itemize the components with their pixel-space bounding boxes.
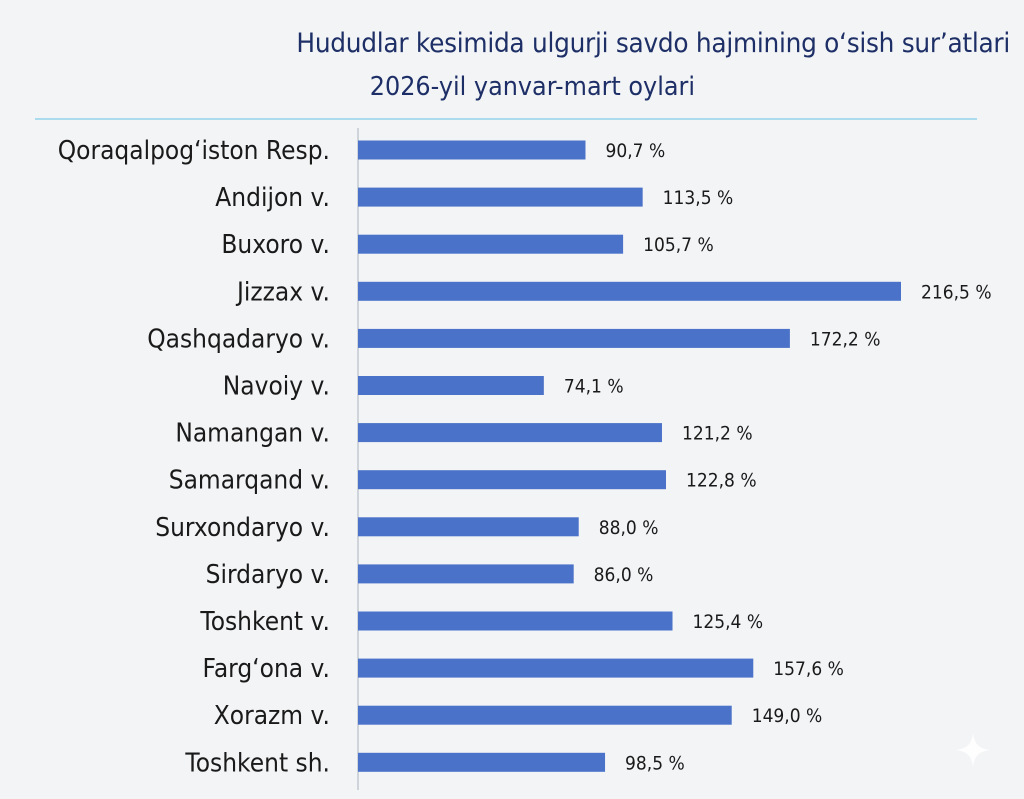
category-label: Toshkent v.	[199, 606, 330, 636]
bar	[358, 517, 579, 537]
bar	[358, 658, 754, 678]
bar	[358, 281, 901, 301]
data-label: 105,7 %	[643, 234, 714, 256]
category-label: Buxoro v.	[221, 229, 330, 259]
bar	[358, 752, 606, 772]
category-label: Farg‘ona v.	[203, 653, 330, 683]
category-label: Surxondaryo v.	[155, 512, 330, 542]
data-label: 125,4 %	[693, 611, 764, 633]
bar	[358, 234, 624, 254]
chart-title: Hududlar kesimida ulgurji savdo hajminin…	[296, 28, 1010, 59]
category-label: Samarqand v.	[169, 465, 330, 495]
bar	[358, 140, 586, 160]
bar	[358, 328, 790, 348]
data-label: 172,2 %	[810, 329, 881, 351]
data-label: 90,7 %	[605, 140, 665, 162]
sparkle-icon	[955, 732, 991, 768]
bar	[358, 705, 732, 725]
bar	[358, 470, 666, 490]
category-label: Namangan v.	[175, 417, 330, 447]
data-label: 86,0 %	[594, 564, 654, 586]
bar	[358, 376, 544, 395]
bar	[358, 611, 673, 631]
bar	[358, 187, 643, 207]
bar	[358, 564, 574, 584]
category-label: Jizzax v.	[235, 276, 330, 306]
title-divider	[35, 118, 977, 120]
category-label: Navoiy v.	[223, 370, 330, 400]
data-label: 121,2 %	[682, 423, 753, 445]
bar	[358, 423, 662, 443]
data-label: 122,8 %	[686, 470, 757, 492]
data-label: 98,5 %	[625, 752, 685, 774]
data-label: 216,5 %	[921, 281, 992, 303]
chart-subtitle: 2026-yil yanvar-mart oylari	[369, 72, 695, 102]
data-label: 88,0 %	[599, 517, 659, 539]
data-label: 113,5 %	[663, 187, 734, 209]
category-label: Andijon v.	[215, 182, 330, 212]
category-label: Toshkent sh.	[184, 747, 330, 777]
category-label: Qashqadaryo v.	[147, 323, 330, 353]
data-label: 74,1 %	[564, 376, 624, 398]
category-label: Qoraqalpog‘iston Resp.	[58, 135, 330, 165]
data-label: 157,6 %	[773, 658, 844, 680]
data-label: 149,0 %	[752, 705, 823, 727]
category-label: Sirdaryo v.	[206, 559, 330, 589]
category-label: Xorazm v.	[214, 700, 330, 730]
